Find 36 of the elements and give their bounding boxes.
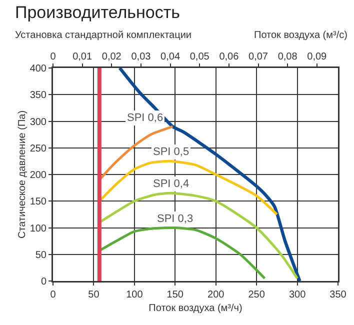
- series-label: SPI 0,5: [153, 146, 190, 158]
- x2-tick-label: 0,03: [131, 52, 152, 62]
- x-tick-label: 0: [50, 290, 56, 300]
- y-tick-label: 0: [40, 276, 47, 288]
- y-tick-label: 50: [35, 250, 47, 261]
- chart-title: Производительность: [15, 3, 180, 22]
- x2-tick-label: 0: [50, 52, 56, 62]
- x2-tick-label: 0,04: [160, 52, 180, 62]
- x2-tick-label: 0,02: [102, 52, 122, 62]
- y-tick-label: 250: [30, 143, 47, 154]
- x2-axis-title: Поток воздуха (м³/с): [254, 30, 348, 41]
- x2-tick-label: 0,09: [307, 52, 328, 62]
- y-tick-label: 300: [30, 116, 47, 128]
- x2-tick-label: 0,06: [219, 52, 240, 62]
- x-tick-label: 350: [330, 290, 347, 300]
- x-tick-label: 200: [208, 290, 225, 300]
- x2-tick-label: 0,05: [190, 52, 210, 62]
- x-axis-title: Поток воздуха (м³/ч): [148, 302, 242, 314]
- x-tick-label: 50: [88, 290, 100, 300]
- chart-subtitle: Установка стандартной комплектации: [15, 30, 192, 41]
- x-tick-label: 300: [288, 290, 306, 300]
- x2-tick-label: 0,01: [72, 52, 92, 62]
- series-label: SPI 0,6: [127, 112, 164, 124]
- series-label: SPI 0,3: [157, 213, 194, 225]
- x-tick-label: 250: [248, 290, 266, 300]
- y-tick-label: 200: [30, 170, 47, 181]
- x-tick-label: 100: [126, 290, 144, 300]
- y-tick-label: 150: [30, 196, 47, 208]
- y-tick-label: 100: [30, 223, 47, 234]
- x2-tick-label: 0,08: [278, 52, 298, 62]
- series-label: SPI 0,4: [153, 178, 190, 190]
- y-tick-label: 350: [30, 90, 47, 102]
- y-tick-label: 400: [30, 64, 47, 74]
- x2-tick-label: 0,07: [248, 52, 268, 62]
- x-tick-label: 150: [166, 290, 184, 300]
- y-axis-title: Статическое давление (Па): [17, 110, 28, 239]
